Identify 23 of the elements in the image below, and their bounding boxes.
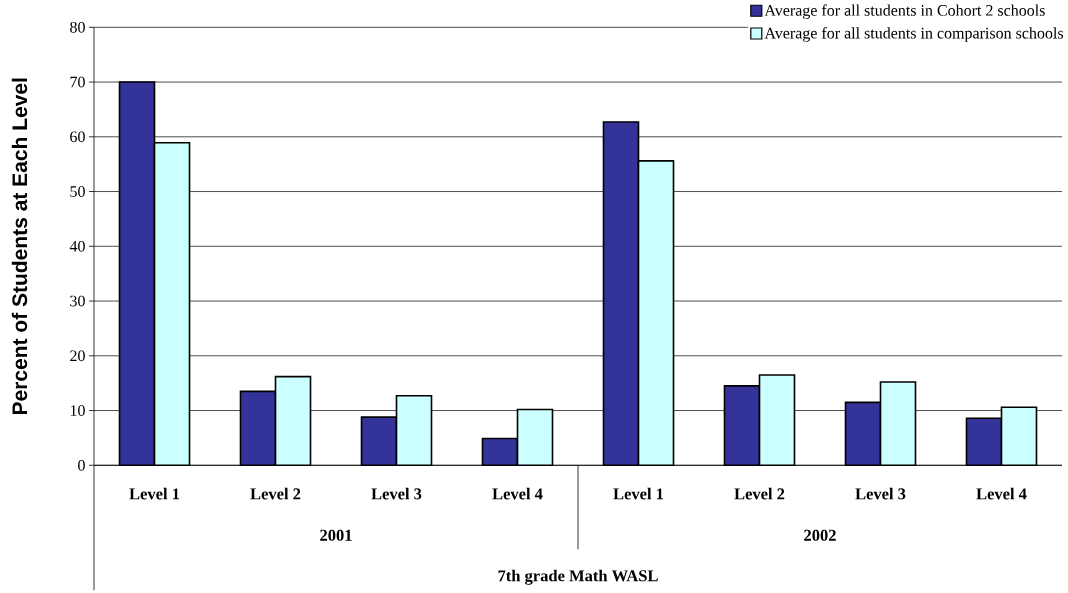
text: 2002 xyxy=(804,529,836,541)
x-tick-label: Level 2 xyxy=(250,487,301,500)
x-tick-label: Level 1 xyxy=(129,487,180,500)
y-tick-label: 0 xyxy=(78,459,85,471)
x-tick-label: Level 1 xyxy=(613,487,664,500)
x-tick-label: Level 3 xyxy=(855,487,906,500)
y-tick-label: 70 xyxy=(70,76,85,88)
y-tick-label: 20 xyxy=(70,350,85,362)
y-tick-label: 30 xyxy=(70,295,85,307)
legend-label: Average for all students in Cohort 2 schools xyxy=(764,4,1045,20)
x-tick-label: Level 4 xyxy=(976,487,1027,500)
x-axis-title: 7th grade Math WASL xyxy=(498,569,658,585)
x-tick-label: Level 4 xyxy=(492,487,543,500)
y-tick-label: 60 xyxy=(70,131,85,143)
legend-label: Average for all students in comparison schools xyxy=(764,27,1064,42)
y-tick-label: 50 xyxy=(70,186,85,197)
text: 2001 xyxy=(320,529,352,541)
y-axis-title: Percent of Students at Each Level xyxy=(11,78,28,415)
y-tick-label: 40 xyxy=(69,240,85,252)
y-tick-label: 10 xyxy=(70,405,85,416)
x-tick-label: Level 3 xyxy=(371,487,422,500)
x-tick-label: Level 2 xyxy=(734,487,785,500)
y-tick-label: 80 xyxy=(70,21,85,33)
